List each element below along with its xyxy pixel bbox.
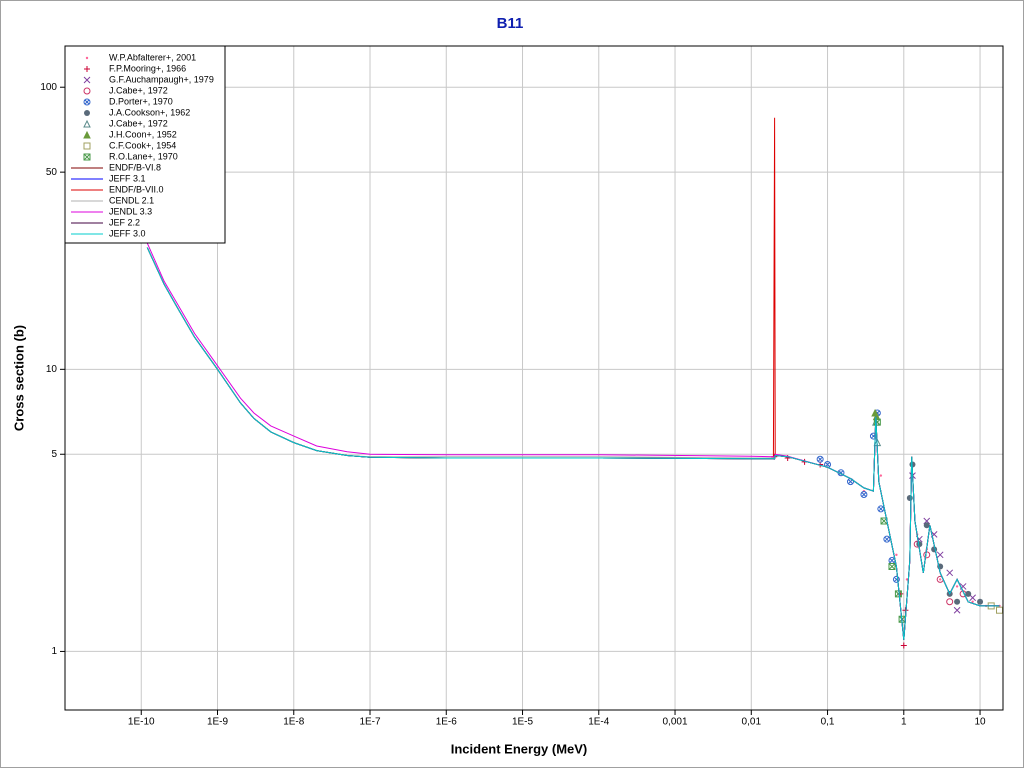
legend-marker [83, 119, 91, 128]
legend-label: J.H.Coon+, 1952 [109, 129, 177, 139]
legend-marker [83, 76, 91, 84]
y-axis-label: Cross section (b) [11, 325, 26, 431]
legend-marker [85, 56, 89, 60]
marker [894, 590, 902, 598]
legend-label: R.O.Lane+, 1970 [109, 151, 178, 161]
marker [923, 522, 930, 529]
marker [971, 600, 974, 603]
legend-marker [83, 142, 91, 150]
x-tick-label: 0,001 [663, 717, 688, 728]
marker [969, 594, 977, 602]
marker [888, 563, 896, 571]
legend-label: J.Cabe+, 1972 [109, 85, 168, 95]
legend-label: JEFF 3.0 [109, 228, 146, 238]
marker [860, 491, 868, 498]
x-tick-label: 0,1 [821, 717, 835, 728]
marker [883, 535, 891, 543]
legend-marker [83, 130, 91, 139]
marker [965, 590, 972, 597]
marker [946, 569, 954, 577]
y-tick-label: 100 [40, 82, 57, 93]
marker [936, 551, 944, 559]
legend-label: CENDL 2.1 [109, 195, 154, 205]
x-tick-label: 1E-4 [588, 717, 610, 728]
plot-border [64, 45, 1004, 711]
marker [923, 517, 931, 525]
marker [905, 578, 909, 581]
legend-label: JEFF 3.1 [109, 173, 146, 183]
legend-label: ENDF/B-VI.8 [109, 162, 161, 172]
legend-box [64, 45, 226, 244]
x-tick-label: 10 [974, 717, 986, 728]
marker [906, 494, 913, 501]
marker [895, 553, 898, 557]
legend-label: W.P.Abfalterer+, 2001 [109, 52, 196, 62]
legend-label: F.P.Mooring+, 1966 [109, 63, 186, 73]
marker [954, 598, 961, 605]
legend-label: J.Cabe+, 1972 [109, 118, 168, 128]
legend-marker [83, 153, 91, 161]
marker [931, 546, 938, 553]
marker [900, 642, 907, 649]
legend-marker [83, 87, 91, 95]
legend-label: J.A.Cookson+, 1962 [109, 107, 190, 117]
legend-label: JEF 2.2 [109, 217, 140, 227]
marker [998, 604, 1001, 608]
y-tick-label: 1 [51, 646, 57, 657]
legend-label: D.Porter+, 1970 [109, 96, 173, 106]
series-line [146, 247, 1000, 640]
x-tick-label: 1E-10 [128, 717, 155, 728]
x-tick-label: 1E-5 [512, 717, 534, 728]
x-tick-label: 0,01 [742, 717, 762, 728]
marker [879, 474, 883, 477]
x-tick-label: 1E-6 [436, 717, 458, 728]
y-tick-label: 5 [51, 449, 57, 460]
x-tick-label: 1E-8 [283, 717, 305, 728]
marker [946, 598, 954, 606]
legend-label: C.F.Cook+, 1954 [109, 140, 176, 150]
marker [916, 541, 923, 548]
x-tick-label: 1 [901, 717, 907, 728]
plot-layer [146, 117, 1003, 649]
marker [977, 598, 984, 605]
legend-marker [84, 66, 90, 72]
marker [816, 455, 824, 463]
marker [953, 606, 961, 614]
chart-title: B11 [497, 15, 524, 32]
marker [923, 551, 931, 559]
x-axis-label: Incident Energy (MeV) [451, 741, 588, 756]
legend-marker [83, 98, 91, 106]
marker [877, 505, 885, 513]
marker [938, 578, 942, 581]
legend-marker [84, 110, 90, 116]
y-tick-label: 50 [46, 167, 58, 178]
legend-label: JENDL 3.3 [109, 206, 152, 216]
marker [846, 478, 854, 486]
x-tick-label: 1E-7 [359, 717, 381, 728]
legend-label: ENDF/B-VII.0 [109, 184, 164, 194]
x-tick-label: 1E-9 [207, 717, 229, 728]
y-tick-label: 10 [46, 364, 58, 375]
marker [955, 585, 959, 588]
legend-label: G.F.Auchampaugh+, 1979 [109, 74, 214, 84]
